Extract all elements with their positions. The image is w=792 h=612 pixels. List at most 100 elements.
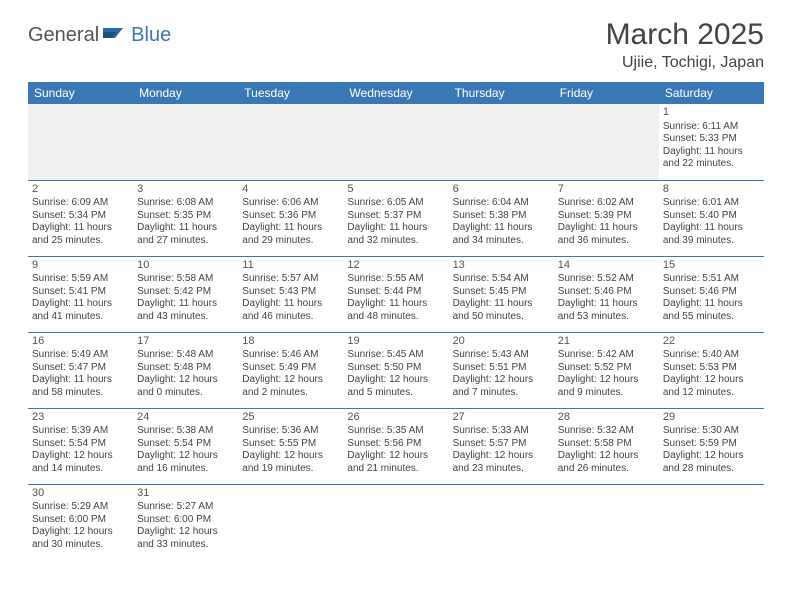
calendar-cell: 8Sunrise: 6:01 AMSunset: 5:40 PMDaylight…: [659, 180, 764, 256]
calendar-week-row: 9Sunrise: 5:59 AMSunset: 5:41 PMDaylight…: [28, 256, 764, 332]
day-number: 11: [242, 259, 339, 273]
daylight-text: and 48 minutes.: [347, 311, 444, 324]
calendar-cell: 18Sunrise: 5:46 AMSunset: 5:49 PMDayligh…: [238, 332, 343, 408]
calendar-cell: [343, 104, 448, 180]
day-header: Tuesday: [238, 82, 343, 104]
sunrise-text: Sunrise: 5:27 AM: [137, 501, 234, 514]
daylight-text: and 29 minutes.: [242, 235, 339, 248]
daylight-text: Daylight: 12 hours: [32, 450, 129, 463]
daylight-text: and 32 minutes.: [347, 235, 444, 248]
daylight-text: Daylight: 11 hours: [347, 222, 444, 235]
daylight-text: Daylight: 12 hours: [663, 374, 760, 387]
daylight-text: Daylight: 12 hours: [32, 526, 129, 539]
logo-text-blue: Blue: [131, 24, 171, 47]
sunrise-text: Sunrise: 5:40 AM: [663, 349, 760, 362]
calendar-cell: [449, 104, 554, 180]
daylight-text: Daylight: 11 hours: [242, 298, 339, 311]
calendar-cell: 13Sunrise: 5:54 AMSunset: 5:45 PMDayligh…: [449, 256, 554, 332]
daylight-text: Daylight: 12 hours: [347, 374, 444, 387]
sunset-text: Sunset: 5:45 PM: [453, 286, 550, 299]
daylight-text: Daylight: 12 hours: [242, 450, 339, 463]
day-number: 7: [558, 183, 655, 197]
daylight-text: Daylight: 12 hours: [558, 374, 655, 387]
sunset-text: Sunset: 5:41 PM: [32, 286, 129, 299]
sunrise-text: Sunrise: 5:52 AM: [558, 273, 655, 286]
calendar-cell: 19Sunrise: 5:45 AMSunset: 5:50 PMDayligh…: [343, 332, 448, 408]
calendar-cell: 20Sunrise: 5:43 AMSunset: 5:51 PMDayligh…: [449, 332, 554, 408]
calendar-cell: [449, 484, 554, 560]
sunrise-text: Sunrise: 6:06 AM: [242, 197, 339, 210]
sunset-text: Sunset: 6:00 PM: [32, 514, 129, 527]
day-header: Wednesday: [343, 82, 448, 104]
calendar-cell: 12Sunrise: 5:55 AMSunset: 5:44 PMDayligh…: [343, 256, 448, 332]
calendar-cell: 16Sunrise: 5:49 AMSunset: 5:47 PMDayligh…: [28, 332, 133, 408]
sunrise-text: Sunrise: 5:49 AM: [32, 349, 129, 362]
calendar-cell: [554, 484, 659, 560]
day-number: 19: [347, 335, 444, 349]
calendar-week-row: 30Sunrise: 5:29 AMSunset: 6:00 PMDayligh…: [28, 484, 764, 560]
daylight-text: and 12 minutes.: [663, 387, 760, 400]
sunset-text: Sunset: 5:51 PM: [453, 362, 550, 375]
daylight-text: and 7 minutes.: [453, 387, 550, 400]
calendar-cell: 24Sunrise: 5:38 AMSunset: 5:54 PMDayligh…: [133, 408, 238, 484]
daylight-text: and 36 minutes.: [558, 235, 655, 248]
day-number: 14: [558, 259, 655, 273]
calendar-cell: 27Sunrise: 5:33 AMSunset: 5:57 PMDayligh…: [449, 408, 554, 484]
day-number: 21: [558, 335, 655, 349]
daylight-text: and 55 minutes.: [663, 311, 760, 324]
daylight-text: Daylight: 11 hours: [558, 298, 655, 311]
daylight-text: Daylight: 11 hours: [242, 222, 339, 235]
sunset-text: Sunset: 5:42 PM: [137, 286, 234, 299]
calendar-cell: 22Sunrise: 5:40 AMSunset: 5:53 PMDayligh…: [659, 332, 764, 408]
day-number: 3: [137, 183, 234, 197]
calendar-table: Sunday Monday Tuesday Wednesday Thursday…: [28, 82, 764, 560]
calendar-cell: 2Sunrise: 6:09 AMSunset: 5:34 PMDaylight…: [28, 180, 133, 256]
daylight-text: and 33 minutes.: [137, 539, 234, 552]
daylight-text: Daylight: 11 hours: [137, 298, 234, 311]
daylight-text: Daylight: 12 hours: [137, 374, 234, 387]
calendar-cell: 6Sunrise: 6:04 AMSunset: 5:38 PMDaylight…: [449, 180, 554, 256]
daylight-text: Daylight: 12 hours: [453, 374, 550, 387]
day-number: 23: [32, 411, 129, 425]
day-number: 12: [347, 259, 444, 273]
sunset-text: Sunset: 5:33 PM: [663, 133, 760, 146]
calendar-cell: 28Sunrise: 5:32 AMSunset: 5:58 PMDayligh…: [554, 408, 659, 484]
sunset-text: Sunset: 5:37 PM: [347, 210, 444, 223]
calendar-cell: 23Sunrise: 5:39 AMSunset: 5:54 PMDayligh…: [28, 408, 133, 484]
calendar-cell: 10Sunrise: 5:58 AMSunset: 5:42 PMDayligh…: [133, 256, 238, 332]
sunrise-text: Sunrise: 5:38 AM: [137, 425, 234, 438]
day-number: 27: [453, 411, 550, 425]
daylight-text: and 26 minutes.: [558, 463, 655, 476]
sunrise-text: Sunrise: 6:05 AM: [347, 197, 444, 210]
daylight-text: Daylight: 12 hours: [453, 450, 550, 463]
day-number: 16: [32, 335, 129, 349]
calendar-cell: 30Sunrise: 5:29 AMSunset: 6:00 PMDayligh…: [28, 484, 133, 560]
sunset-text: Sunset: 5:39 PM: [558, 210, 655, 223]
sunset-text: Sunset: 6:00 PM: [137, 514, 234, 527]
sunrise-text: Sunrise: 6:04 AM: [453, 197, 550, 210]
calendar-cell: 21Sunrise: 5:42 AMSunset: 5:52 PMDayligh…: [554, 332, 659, 408]
sunrise-text: Sunrise: 5:36 AM: [242, 425, 339, 438]
logo: General Blue: [28, 18, 171, 47]
daylight-text: Daylight: 11 hours: [558, 222, 655, 235]
calendar-cell: [133, 104, 238, 180]
sunset-text: Sunset: 5:56 PM: [347, 438, 444, 451]
day-number: 29: [663, 411, 760, 425]
day-number: 18: [242, 335, 339, 349]
sunset-text: Sunset: 5:46 PM: [558, 286, 655, 299]
daylight-text: Daylight: 11 hours: [453, 298, 550, 311]
sunrise-text: Sunrise: 5:33 AM: [453, 425, 550, 438]
daylight-text: Daylight: 11 hours: [663, 222, 760, 235]
calendar-cell: 31Sunrise: 5:27 AMSunset: 6:00 PMDayligh…: [133, 484, 238, 560]
daylight-text: Daylight: 12 hours: [663, 450, 760, 463]
daylight-text: Daylight: 11 hours: [347, 298, 444, 311]
calendar-cell: 25Sunrise: 5:36 AMSunset: 5:55 PMDayligh…: [238, 408, 343, 484]
sunset-text: Sunset: 5:54 PM: [137, 438, 234, 451]
daylight-text: and 43 minutes.: [137, 311, 234, 324]
daylight-text: and 27 minutes.: [137, 235, 234, 248]
daylight-text: and 34 minutes.: [453, 235, 550, 248]
calendar-cell: 7Sunrise: 6:02 AMSunset: 5:39 PMDaylight…: [554, 180, 659, 256]
sunrise-text: Sunrise: 5:51 AM: [663, 273, 760, 286]
sunset-text: Sunset: 5:52 PM: [558, 362, 655, 375]
sunrise-text: Sunrise: 5:35 AM: [347, 425, 444, 438]
